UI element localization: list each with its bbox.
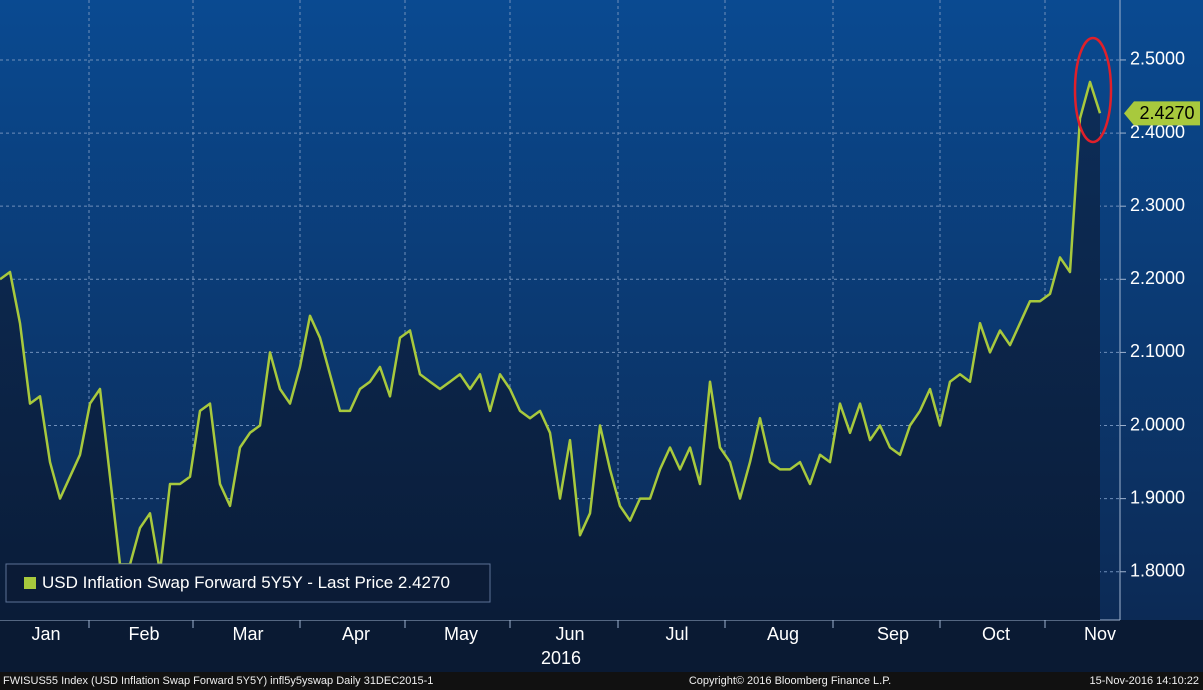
footer-band: [0, 672, 1203, 690]
legend-text: USD Inflation Swap Forward 5Y5Y - Last P…: [42, 573, 450, 592]
x-tick-label: Jun: [555, 624, 584, 644]
last-price-label: 2.4270: [1139, 103, 1194, 123]
y-tick-label: 2.2000: [1130, 268, 1185, 288]
y-tick-label: 2.0000: [1130, 414, 1185, 434]
last-price-tag: [1124, 101, 1200, 126]
x-tick-label: Mar: [233, 624, 264, 644]
x-tick-label: May: [444, 624, 478, 644]
x-tick-label: Feb: [128, 624, 159, 644]
x-tick-label: Apr: [342, 624, 370, 644]
legend-note: - Last Price 2.4270: [307, 573, 450, 592]
footer-right: 15-Nov-2016 14:10:22: [1090, 675, 1199, 687]
area: [0, 81, 1100, 620]
y-tick-label: 1.9000: [1130, 487, 1185, 507]
y-tick-label: 2.5000: [1130, 49, 1185, 69]
legend-name: USD Inflation Swap Forward 5Y5Y: [42, 573, 302, 592]
legend-box: [5, 563, 491, 603]
x-tick-label: Nov: [1084, 624, 1116, 644]
y-tick-label: 2.3000: [1130, 195, 1185, 215]
line: [0, 80, 1102, 573]
x-tick-label: Sep: [877, 624, 909, 644]
legend-swatch: [24, 577, 36, 589]
footer-left: FWISUS55 Index (USD Inflation Swap Forwa…: [3, 675, 433, 687]
x-tick-label: Aug: [767, 624, 799, 644]
highlight-ellipse: [1073, 36, 1113, 144]
y-tick-label: 2.1000: [1130, 341, 1185, 361]
y-tick-label: 1.8000: [1130, 560, 1185, 580]
x-tick-label: Jul: [665, 624, 688, 644]
y-tick-label: 2.4000: [1130, 122, 1185, 142]
year-label: 2016: [541, 648, 581, 668]
footer-center: Copyright© 2016 Bloomberg Finance L.P.: [689, 675, 891, 687]
x-axis-band: [0, 620, 1203, 672]
legend: USD Inflation Swap Forward 5Y5Y - Last P…: [5, 563, 491, 603]
x-tick-label: Jan: [31, 624, 60, 644]
x-tick-label: Oct: [982, 624, 1010, 644]
